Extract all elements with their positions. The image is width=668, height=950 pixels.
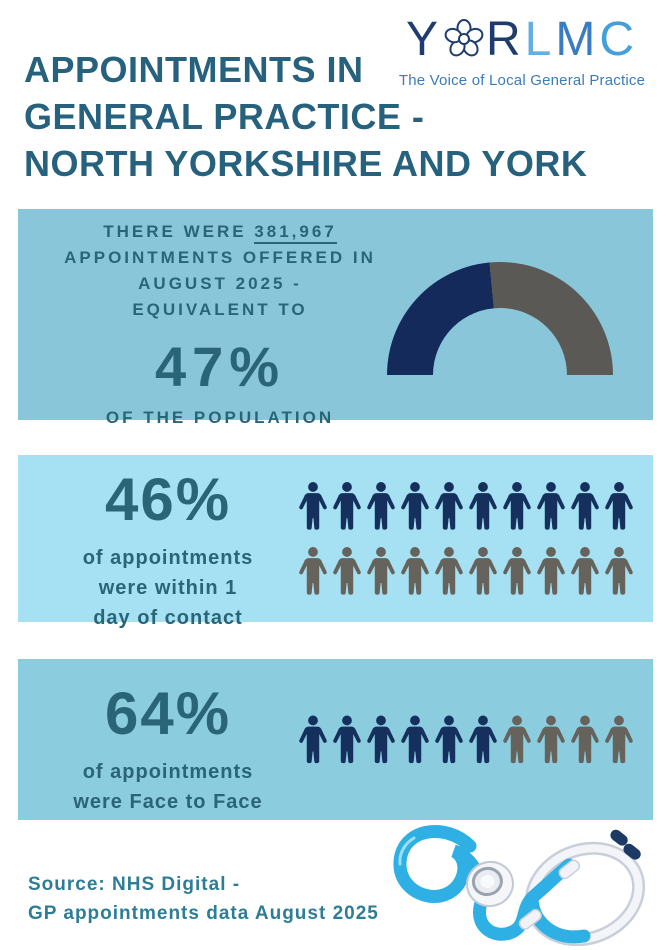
stat3-caption-line2: were Face to Face — [73, 791, 263, 813]
person-icon — [297, 540, 329, 603]
stat-box-face-to-face: 64% of appointments were Face to Face — [18, 659, 653, 820]
source-line2: GP appointments data August 2025 — [28, 903, 379, 924]
person-icon — [569, 707, 601, 773]
person-icon — [399, 707, 431, 773]
person-icon — [603, 475, 635, 538]
person-icon — [365, 540, 397, 603]
stat3-pictogram-chart — [297, 707, 641, 775]
person-icon — [399, 475, 431, 538]
stat-box-appointments-offered: THERE WERE 381,967 APPOINTMENTS OFFERED … — [18, 209, 653, 427]
logo-letter-r: R — [485, 13, 525, 66]
stat-box-within-1-day: 46% of appointments were within 1 day of… — [18, 455, 653, 629]
person-icon — [535, 707, 567, 773]
stat2-caption-line3: day of contact — [93, 607, 243, 629]
person-icon — [433, 475, 465, 538]
stethoscope-icon — [393, 825, 646, 946]
person-icon — [501, 707, 533, 773]
person-icon — [297, 475, 329, 538]
person-icon — [331, 475, 363, 538]
logo-letter-l: L — [524, 13, 556, 66]
pictogram-row — [297, 475, 641, 538]
person-icon — [535, 540, 567, 603]
stat2-caption-line2: were within 1 — [98, 577, 238, 599]
stat2-text: 46% of appointments were within 1 day of… — [43, 467, 293, 633]
source-line1: Source: NHS Digital - — [28, 874, 241, 895]
logo-letter-m: M — [555, 13, 600, 66]
stat3-caption: of appointments were Face to Face — [43, 757, 293, 817]
person-icon — [535, 475, 567, 538]
pictogram-row — [297, 707, 641, 773]
stat3-caption-line1: of appointments — [82, 761, 254, 783]
logo-tagline: The Voice of Local General Practice — [398, 72, 646, 89]
logo-wordmark: Y RLMC — [383, 10, 661, 70]
page-title-line2: GENERAL PRACTICE - — [24, 96, 425, 137]
population-gauge-chart — [387, 262, 613, 375]
person-icon — [603, 540, 635, 603]
person-icon — [501, 475, 533, 538]
stat1-line5: OF THE POPULATION — [105, 408, 335, 427]
person-icon — [467, 475, 499, 538]
person-icon — [467, 540, 499, 603]
stat1-line1: THERE WERE 381,967 — [24, 219, 416, 245]
stat2-caption: of appointments were within 1 day of con… — [43, 543, 293, 633]
person-icon — [467, 707, 499, 773]
stat1-text: THERE WERE 381,967 APPOINTMENTS OFFERED … — [24, 219, 416, 431]
stat3-percent-value: 64% — [104, 680, 232, 747]
page-title-line3: NORTH YORKSHIRE AND YORK — [24, 143, 588, 184]
yorlmc-logo: Y RLMC The Voice of Local General Practic… — [383, 10, 661, 89]
pictogram-row — [297, 540, 641, 603]
person-icon — [399, 540, 431, 603]
stat1-line4: EQUIVALENT TO — [132, 300, 308, 319]
person-icon — [501, 540, 533, 603]
stat2-pictogram-chart — [297, 475, 641, 605]
appointments-count: 381,967 — [254, 222, 337, 244]
stat1-line1-pre: THERE WERE — [103, 222, 255, 241]
stat1-line3: AUGUST 2025 - — [138, 274, 302, 293]
page-title: APPOINTMENTS IN GENERAL PRACTICE - NORTH… — [24, 46, 604, 187]
stat1-percent-value: 47% — [154, 335, 286, 398]
stat1-line2: APPOINTMENTS OFFERED IN — [64, 248, 376, 267]
person-icon — [331, 707, 363, 773]
person-icon — [365, 475, 397, 538]
person-icon — [433, 707, 465, 773]
logo-letter-c: C — [599, 13, 639, 66]
person-icon — [569, 475, 601, 538]
person-icon — [365, 707, 397, 773]
source-note: Source: NHS Digital - GP appointments da… — [28, 870, 379, 928]
person-icon — [569, 540, 601, 603]
logo-letter-y: Y — [405, 13, 442, 66]
stat3-text: 64% of appointments were Face to Face — [43, 681, 293, 817]
stat2-caption-line1: of appointments — [82, 547, 254, 569]
person-icon — [433, 540, 465, 603]
person-icon — [331, 540, 363, 603]
person-icon — [297, 707, 329, 773]
yorkshire-rose-icon — [444, 19, 484, 57]
page-title-line1: APPOINTMENTS IN — [24, 49, 364, 90]
stat2-percent-value: 46% — [104, 466, 232, 533]
person-icon — [603, 707, 635, 773]
